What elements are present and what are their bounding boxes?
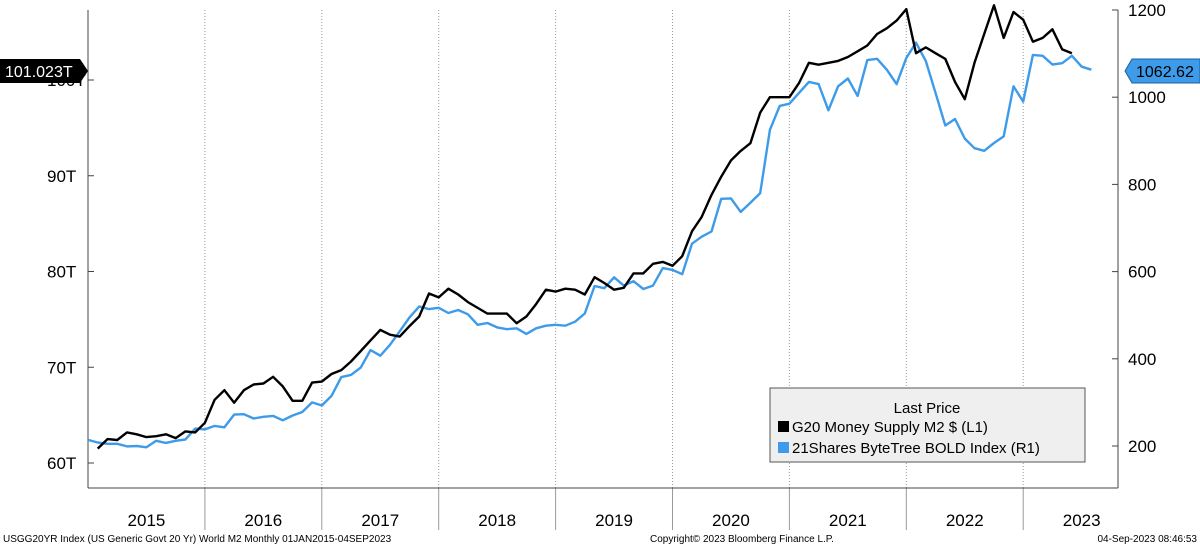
footer-source: USGG20YR Index (US Generic Govt 20 Yr) W… — [3, 534, 392, 545]
x-tick-label-2015: 2015 — [128, 511, 166, 530]
legend-box — [769, 387, 1086, 463]
left-tick-label: 80T — [47, 263, 76, 282]
x-tick-label-2016: 2016 — [244, 511, 282, 530]
legend-swatch-m2 — [778, 421, 789, 432]
last-value-tag-right: 1062.62 — [1124, 58, 1200, 84]
last-value-tag-right-text: 1062.62 — [1136, 64, 1194, 81]
right-tick-label: 800 — [1128, 175, 1156, 194]
legend-swatch-bold — [778, 442, 789, 453]
legend: Last Price G20 Money Supply M2 $ (L1) 21… — [769, 387, 1086, 463]
x-tick-label-2021: 2021 — [829, 511, 867, 530]
left-tick-label: 70T — [47, 358, 76, 377]
legend-label-bold: 21Shares ByteTree BOLD Index (R1) — [792, 440, 1040, 457]
right-tick-label: 400 — [1128, 350, 1156, 369]
right-tick-label: 200 — [1128, 437, 1156, 456]
last-value-tag-right-bg — [1124, 58, 1200, 84]
legend-title: Last Price — [894, 400, 961, 417]
series-line-m2 — [96, 4, 1073, 450]
last-value-tag-left: 101.023T — [0, 59, 88, 83]
footer-copyright: Copyright© 2023 Bloomberg Finance L.P. — [650, 534, 834, 545]
last-value-tag-left-bg — [0, 59, 88, 83]
right-tick-label: 1000 — [1128, 88, 1166, 107]
x-tick-label-2019: 2019 — [595, 511, 633, 530]
x-tick-label-2023: 2023 — [1063, 511, 1101, 530]
x-tick-label-2020: 2020 — [712, 511, 750, 530]
series-lines — [87, 4, 1092, 450]
last-value-tag-left-text: 101.023T — [5, 64, 73, 81]
x-tick-label-2022: 2022 — [946, 511, 984, 530]
series-line-bold — [87, 41, 1092, 449]
left-tick-label: 60T — [47, 454, 76, 473]
x-tick-label-2017: 2017 — [361, 511, 399, 530]
right-tick-label: 600 — [1128, 263, 1156, 282]
legend-label-m2: G20 Money Supply M2 $ (L1) — [792, 419, 988, 436]
right-tick-label: 1200 — [1128, 1, 1166, 20]
left-tick-label: 90T — [47, 167, 76, 186]
x-tick-label-2018: 2018 — [478, 511, 516, 530]
footer-timestamp: 04-Sep-2023 08:46:53 — [1097, 534, 1197, 545]
